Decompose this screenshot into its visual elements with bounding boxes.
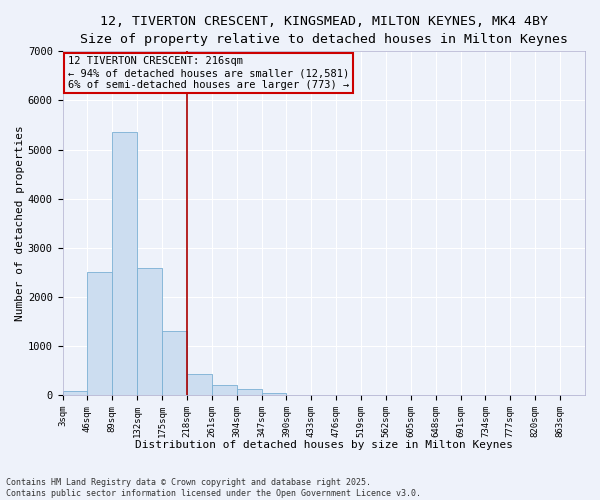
X-axis label: Distribution of detached houses by size in Milton Keynes: Distribution of detached houses by size … xyxy=(135,440,513,450)
Bar xyxy=(262,392,286,395)
Y-axis label: Number of detached properties: Number of detached properties xyxy=(15,126,25,321)
Bar xyxy=(112,132,137,395)
Bar xyxy=(212,386,236,395)
Text: 12 TIVERTON CRESCENT: 216sqm
← 94% of detached houses are smaller (12,581)
6% of: 12 TIVERTON CRESCENT: 216sqm ← 94% of de… xyxy=(68,56,349,90)
Bar xyxy=(88,272,112,395)
Bar xyxy=(62,391,88,395)
Bar xyxy=(137,268,162,395)
Bar xyxy=(162,332,187,395)
Text: Contains HM Land Registry data © Crown copyright and database right 2025.
Contai: Contains HM Land Registry data © Crown c… xyxy=(6,478,421,498)
Title: 12, TIVERTON CRESCENT, KINGSMEAD, MILTON KEYNES, MK4 4BY
Size of property relati: 12, TIVERTON CRESCENT, KINGSMEAD, MILTON… xyxy=(80,15,568,46)
Bar xyxy=(187,374,212,395)
Bar xyxy=(236,389,262,395)
